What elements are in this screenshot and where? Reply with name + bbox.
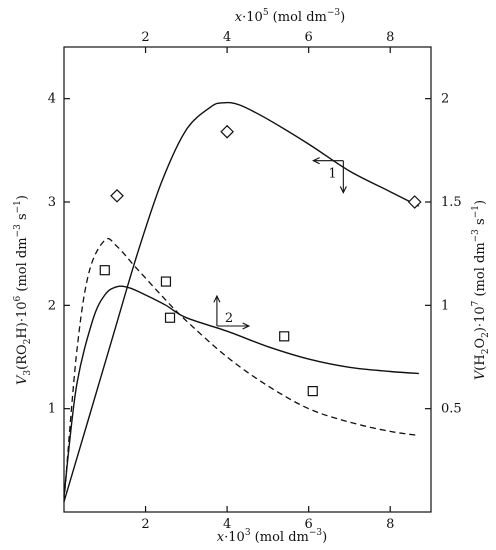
- y-left-tick-label: 1: [48, 402, 56, 417]
- y-right-tick-label: 1.5: [441, 195, 462, 210]
- curve-1-arrow-down-head: [339, 186, 347, 194]
- curve-2-arrow-up-head: [213, 294, 221, 303]
- series-2-line: [63, 285, 419, 497]
- diamond-marker: [407, 195, 422, 209]
- x-bottom-tick-label: 4: [223, 517, 231, 532]
- y-left-tick-label: 2: [48, 298, 56, 313]
- x-bottom-tick-label: 8: [386, 517, 394, 532]
- x-top-tick-label: 8: [386, 30, 394, 45]
- plot-border: [63, 46, 432, 513]
- series-curves: [63, 101, 420, 502]
- x-top-tick-label: 2: [141, 30, 149, 45]
- curve-2-arrow-right-head: [242, 322, 251, 330]
- series-3-line: [63, 237, 419, 502]
- series-arrows: [213, 157, 347, 330]
- x-top-tick-label: 4: [223, 30, 231, 45]
- y-right-tick-label: 1: [441, 298, 449, 313]
- x-bottom-tick-label: 6: [305, 517, 313, 532]
- y-right-axis-label: V(H2O2)·107 (mol dm−3 s−1): [471, 200, 491, 380]
- square-marker: [279, 331, 290, 342]
- square-marker: [164, 312, 176, 323]
- x-bottom-axis-label: x·103 (mol dm−3): [217, 528, 327, 545]
- y-left-tick-label: 4: [48, 92, 56, 107]
- curve-2-label: 2: [225, 311, 233, 326]
- y-left-axis-label: V3(RO2H)·106 (mol dm−3 s−1): [13, 195, 33, 385]
- curve-1-arrow-left-head: [312, 157, 320, 165]
- square-marker: [307, 386, 318, 397]
- square-marker: [99, 265, 110, 276]
- x-top-axis-label: x·105 (mol dm−3): [235, 8, 345, 25]
- diamond-marker: [220, 124, 234, 139]
- curve-1-label: 1: [328, 167, 336, 182]
- y-right-tick-label: 2: [441, 92, 449, 107]
- square-marker: [160, 276, 172, 287]
- series-1-line: [63, 101, 420, 502]
- diamond-marker: [110, 188, 124, 203]
- x-top-tick-label: 6: [305, 30, 313, 45]
- y-left-tick-label: 3: [48, 195, 56, 210]
- plot-frame: [63, 46, 432, 513]
- axis-ticks: 2 4 6 8 2 4 6 8 1 2 3 4 0.5 1 1.5 2: [48, 30, 462, 532]
- series-markers: [99, 124, 422, 397]
- y-right-tick-label: 0.5: [441, 402, 462, 417]
- x-bottom-tick-label: 2: [141, 517, 149, 532]
